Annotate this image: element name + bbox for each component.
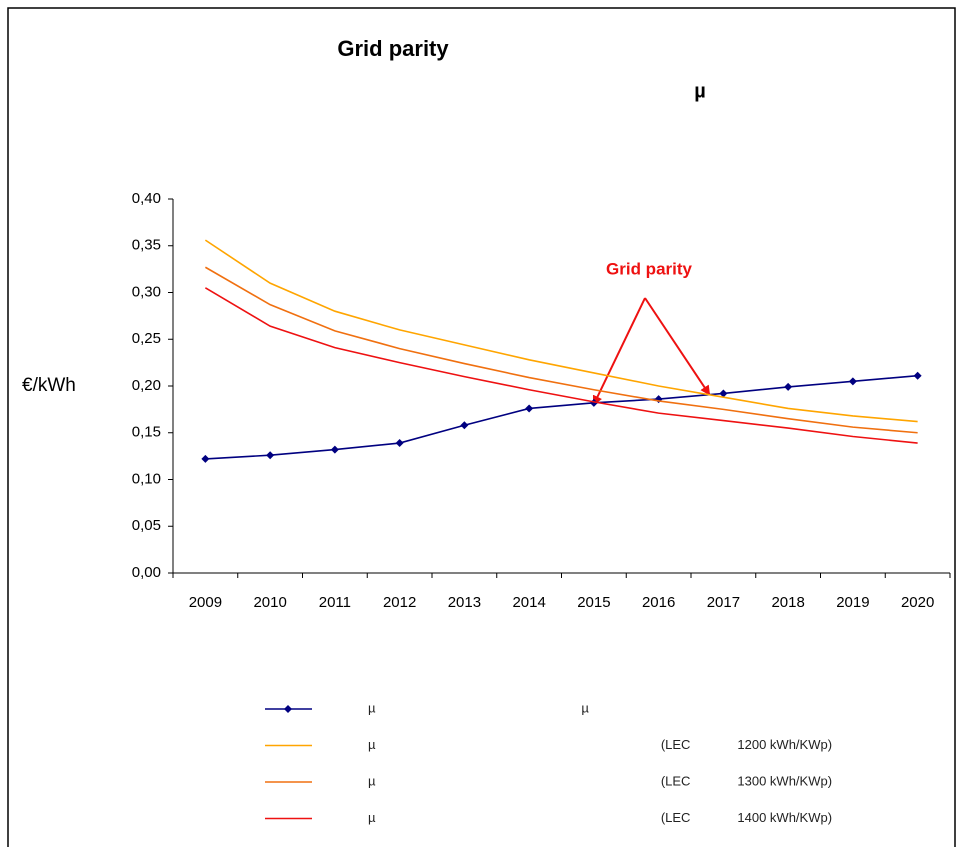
y-tick-label: 0,20 [132,377,161,394]
y-tick-label: 0,05 [132,517,161,534]
chart-title: Grid parity [337,36,449,61]
x-tick-label: 2018 [771,594,804,611]
x-tick-label: 2012 [383,594,416,611]
legend-label: µ (LEC 1300 kWh/KWp) [368,773,832,788]
series-line [204,266,918,434]
x-tick-label: 2013 [448,594,481,611]
x-tick-label: 2019 [836,594,869,611]
frame [7,7,956,847]
x-tick-label: 2011 [319,594,351,611]
x-tick-label: 2015 [577,594,610,611]
series-line [204,239,918,423]
y-tick-label: 0,25 [132,330,161,347]
legend-marker [284,705,292,713]
y-axis-label: €/kWh [22,375,76,396]
point-marker [330,445,339,454]
y-tick-label: 0,30 [132,283,161,300]
annotation-arrow [644,297,711,396]
point-marker [201,454,210,463]
legend-label: µ µ [368,700,589,715]
y-tick-label: 0,40 [132,190,161,207]
y-tick-label: 0,35 [132,237,161,254]
point-marker [719,389,728,398]
y-tick-label: 0,00 [132,564,161,581]
legend-label: µ (LEC 1200 kWh/KWp) [368,737,832,752]
x-tick-label: 2017 [707,594,740,611]
y-tick-label: 0,15 [132,424,161,441]
y-tick-label: 0,10 [132,470,161,487]
annotation-arrow [592,297,646,406]
point-marker [460,421,469,430]
point-marker [395,439,404,448]
point-marker [913,371,922,380]
point-marker [266,451,275,460]
chart-subtitle: µ [694,80,706,102]
point-marker [525,404,534,413]
x-tick-label: 2020 [901,594,934,611]
point-marker [848,377,857,386]
legend-label: µ (LEC 1400 kWh/KWp) [368,810,832,825]
x-tick-label: 2010 [253,594,286,611]
x-tick-label: 2009 [189,594,222,611]
x-tick-label: 2014 [512,594,545,611]
point-marker [784,382,793,391]
x-tick-label: 2016 [642,594,675,611]
annotation: Grid parity [606,259,693,278]
series-line [205,374,918,460]
series-line [204,287,918,444]
